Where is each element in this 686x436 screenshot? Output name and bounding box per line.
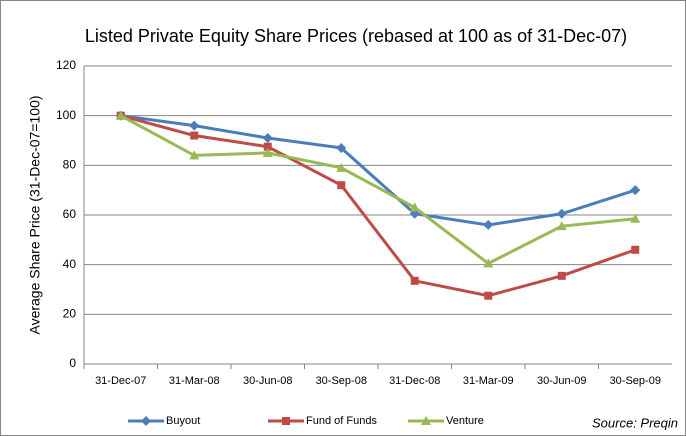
- marker: [484, 291, 493, 300]
- y-tick-label: 20: [63, 307, 77, 321]
- marker: [556, 208, 567, 219]
- marker: [557, 271, 566, 280]
- series-line: [120, 114, 636, 227]
- marker: [262, 147, 273, 157]
- marker: [189, 150, 200, 160]
- marker: [115, 110, 126, 120]
- marker: [336, 142, 347, 153]
- marker: [556, 221, 567, 231]
- chart-title: Listed Private Equity Share Prices (reba…: [85, 26, 627, 46]
- y-tick-label: 120: [56, 58, 76, 72]
- marker: [483, 258, 494, 268]
- x-tick-label: 31-Dec-08: [389, 375, 440, 387]
- series-line: [120, 114, 636, 266]
- marker: [336, 162, 347, 172]
- marker: [263, 142, 272, 151]
- legend-label: Fund of Funds: [306, 415, 377, 427]
- marker: [631, 245, 640, 254]
- marker: [337, 181, 346, 190]
- source-note: Source: Preqin: [592, 415, 678, 430]
- marker: [410, 276, 419, 285]
- x-tick-label: 31-Dec-07: [95, 375, 146, 387]
- x-tick-label: 31-Mar-08: [169, 375, 220, 387]
- series-line: [120, 114, 636, 298]
- marker: [483, 219, 494, 230]
- x-tick-label: 30-Jun-08: [243, 375, 293, 387]
- x-tick-label: 31-Mar-09: [463, 375, 514, 387]
- y-tick-label: 100: [56, 108, 76, 122]
- marker: [630, 213, 641, 223]
- x-tick-label: 30-Sep-08: [316, 375, 367, 387]
- legend-marker: [141, 416, 151, 426]
- x-tick-label: 30-Jun-09: [537, 375, 587, 387]
- y-tick-label: 40: [63, 257, 77, 271]
- legend-marker: [421, 416, 431, 425]
- marker: [409, 202, 420, 212]
- marker: [262, 133, 273, 144]
- marker: [190, 131, 199, 140]
- x-tick-label: 30-Sep-09: [610, 375, 661, 387]
- y-tick-label: 80: [63, 158, 77, 172]
- y-axis-title: Average Share Price (31-Dec-07=100): [27, 95, 43, 334]
- legend-label: Venture: [446, 415, 484, 427]
- y-tick-label: 60: [63, 207, 77, 221]
- marker: [189, 120, 200, 131]
- legend-label: Buyout: [166, 415, 200, 427]
- legend-marker: [282, 417, 290, 425]
- y-tick-label: 0: [69, 356, 76, 370]
- marker: [630, 185, 641, 196]
